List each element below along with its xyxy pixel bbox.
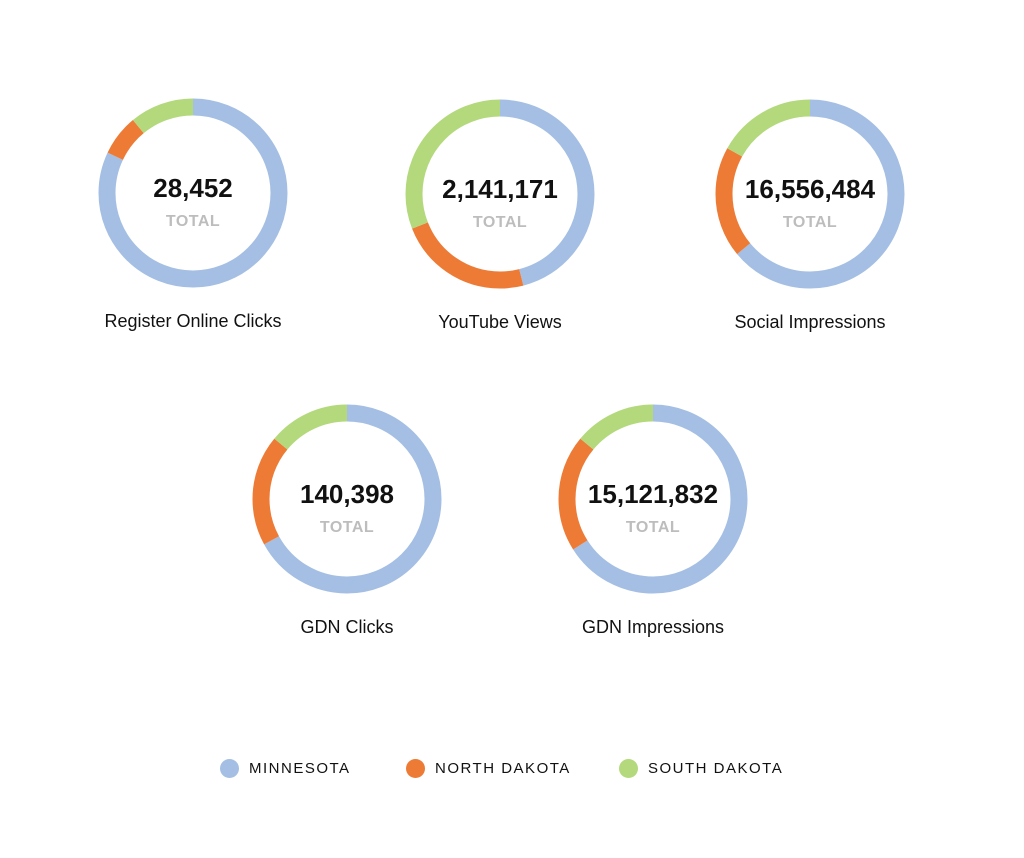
center-total-value: 15,121,832 (588, 479, 718, 509)
center-total-label: TOTAL (473, 214, 527, 231)
center-total-value: 140,398 (300, 479, 394, 509)
chart-title: Social Impressions (734, 312, 886, 332)
chart-title: YouTube Views (438, 312, 562, 332)
donut-svg: 15,121,832 TOTAL (558, 404, 748, 594)
donut-segment-north-dakota (558, 404, 748, 594)
donut-chart-youtube-views: 2,141,171 TOTAL YouTube Views (390, 84, 610, 333)
donut-segment-south-dakota (715, 99, 905, 289)
chart-title: GDN Clicks (300, 617, 394, 637)
legend-item-minnesota: MINNESOTA (220, 756, 351, 780)
center-total-label: TOTAL (783, 214, 837, 231)
legend-swatch-icon (220, 758, 239, 778)
chart-title: GDN Impressions (581, 617, 725, 637)
center-total-label: TOTAL (320, 519, 374, 536)
center-total-value: 16,556,484 (745, 174, 876, 204)
donut-segment-north-dakota (252, 404, 442, 594)
legend-item-north-dakota: NORTH DAKOTA (406, 756, 571, 780)
chart-title: Register Online Clicks (104, 311, 282, 331)
legend-label: NORTH DAKOTA (435, 759, 571, 777)
donut-chart-social-impressions: 16,556,484 TOTAL Social Impressions (700, 84, 920, 333)
donut-svg: 2,141,171 TOTAL (405, 99, 595, 289)
donut-chart-gdn-impressions: 15,121,832 TOTAL GDN Impressions (543, 389, 763, 638)
donut-chart-gdn-clicks: 140,398 TOTAL GDN Clicks (237, 389, 457, 638)
center-total-value: 28,452 (153, 173, 233, 203)
legend-swatch-icon (619, 758, 638, 778)
donut-svg: 28,452 TOTAL (98, 98, 288, 288)
legend-label: SOUTH DAKOTA (648, 759, 784, 777)
legend-swatch-icon (406, 758, 425, 778)
donut-segment-north-dakota (405, 99, 595, 289)
donut-svg: 16,556,484 TOTAL (715, 99, 905, 289)
donut-chart-register-online-clicks: 28,452 TOTAL Register Online Clicks (83, 83, 303, 332)
center-total-label: TOTAL (626, 519, 680, 536)
legend-label: MINNESOTA (249, 759, 351, 777)
center-total-label: TOTAL (166, 213, 220, 230)
donut-segment-south-dakota (98, 98, 288, 288)
donut-svg: 140,398 TOTAL (252, 404, 442, 594)
center-total-value: 2,141,171 (442, 174, 558, 204)
donut-segment-north-dakota (715, 99, 905, 289)
legend: MINNESOTA NORTH DAKOTA SOUTH DAKOTA (0, 756, 1024, 780)
donut-segment-south-dakota (558, 404, 748, 594)
legend-item-south-dakota: SOUTH DAKOTA (619, 756, 783, 780)
donut-segment-south-dakota (405, 99, 595, 289)
donut-segment-south-dakota (252, 404, 442, 594)
